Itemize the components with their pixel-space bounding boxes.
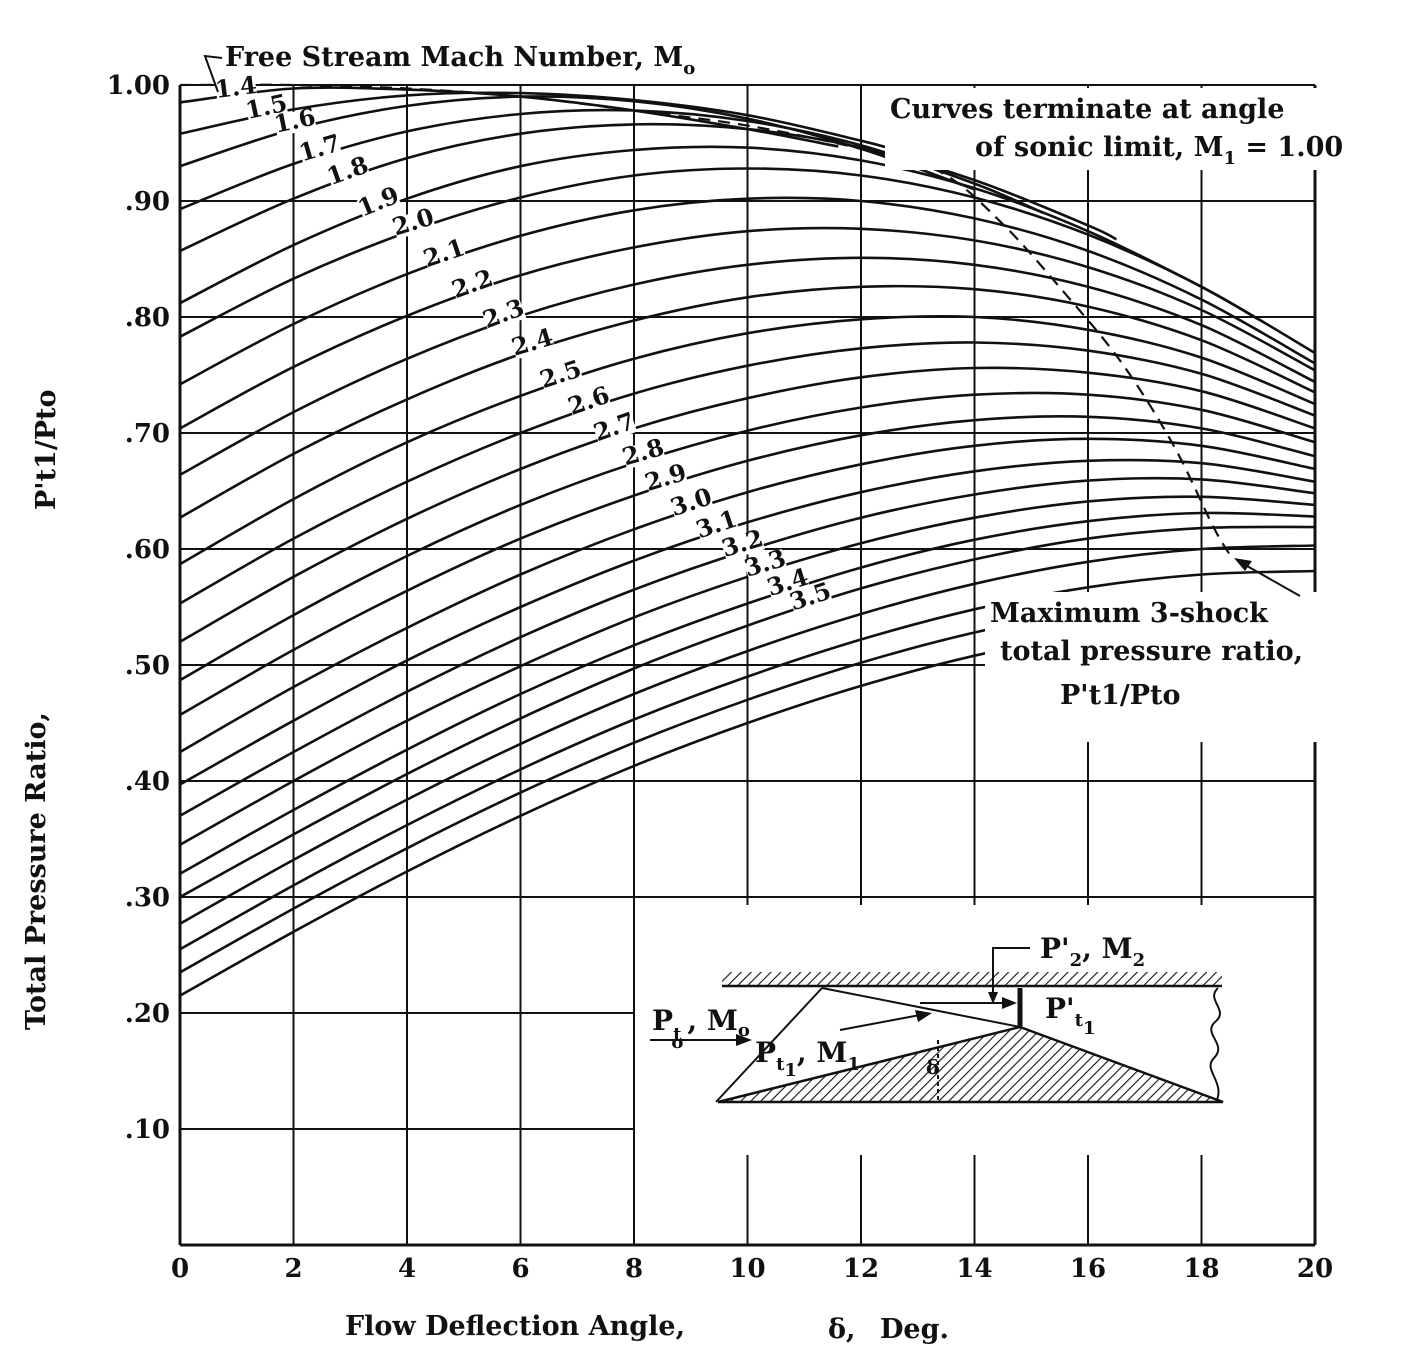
- y-tick-label: 1.00: [107, 71, 170, 101]
- x-axis-unit: Deg.: [880, 1314, 949, 1345]
- y-tick-label: .40: [125, 767, 170, 797]
- mach-label-text: 2.1: [420, 232, 469, 273]
- x-tick-label: 2: [284, 1254, 302, 1284]
- x-tick-label: 12: [843, 1254, 879, 1284]
- y-tick-label: .50: [125, 651, 170, 681]
- x-tick-label: 16: [1070, 1254, 1106, 1284]
- y-tick-label: .80: [125, 303, 170, 333]
- mach-header: Free Stream Mach Number, Mo: [225, 42, 695, 79]
- inset-delta: δ: [926, 1055, 939, 1079]
- y-tick-label: .10: [125, 1115, 170, 1145]
- x-axis-label: Flow Deflection Angle,: [345, 1311, 685, 1342]
- x-tick-label: 20: [1297, 1254, 1333, 1284]
- x-tick-label: 6: [511, 1254, 529, 1284]
- x-tick-label: 0: [171, 1254, 189, 1284]
- y-axis-label: Total Pressure Ratio,: [21, 712, 52, 1030]
- x-tick-label: 4: [398, 1254, 416, 1284]
- x-tick-label: 14: [956, 1254, 992, 1284]
- x-tick-label: 10: [729, 1254, 765, 1284]
- max-note-line2: total pressure ratio,: [1000, 636, 1303, 667]
- y-tick-label: .90: [125, 187, 170, 217]
- mach-labels: 1.41.51.61.71.81.92.02.12.22.32.42.52.62…: [213, 70, 834, 616]
- y-tick-label: .70: [125, 419, 170, 449]
- y-tick-label: .20: [125, 999, 170, 1029]
- max-note-pointer: [1240, 562, 1300, 596]
- mach-label-2.4: 2.4: [508, 322, 556, 362]
- sonic-note-line1: Curves terminate at angle: [890, 94, 1285, 125]
- mach-label-text: 2.4: [508, 322, 556, 362]
- mach-label-text: 2.2: [448, 263, 497, 304]
- max-note-ratio: P't1/Pto: [1060, 680, 1180, 711]
- y-tick-label: .60: [125, 535, 170, 565]
- max-note-arrowhead: [1234, 558, 1252, 571]
- x-tick-label: 8: [625, 1254, 643, 1284]
- mach-label-2.2: 2.2: [448, 263, 497, 304]
- max-note-line1: Maximum 3-shock: [990, 598, 1269, 629]
- x-axis-symbol: δ,: [828, 1314, 855, 1345]
- x-tick-label: 18: [1183, 1254, 1219, 1284]
- inlet-cowl-wall: [722, 972, 1222, 986]
- y-tick-label: .30: [125, 883, 170, 913]
- inlet-diagram: Pto, Mo Pt1, M1 P'2, M2 P't1 δ: [635, 905, 1235, 1155]
- y-axis-symbol: P't1/Pto: [31, 390, 62, 510]
- mach-label-2.1: 2.1: [420, 232, 469, 273]
